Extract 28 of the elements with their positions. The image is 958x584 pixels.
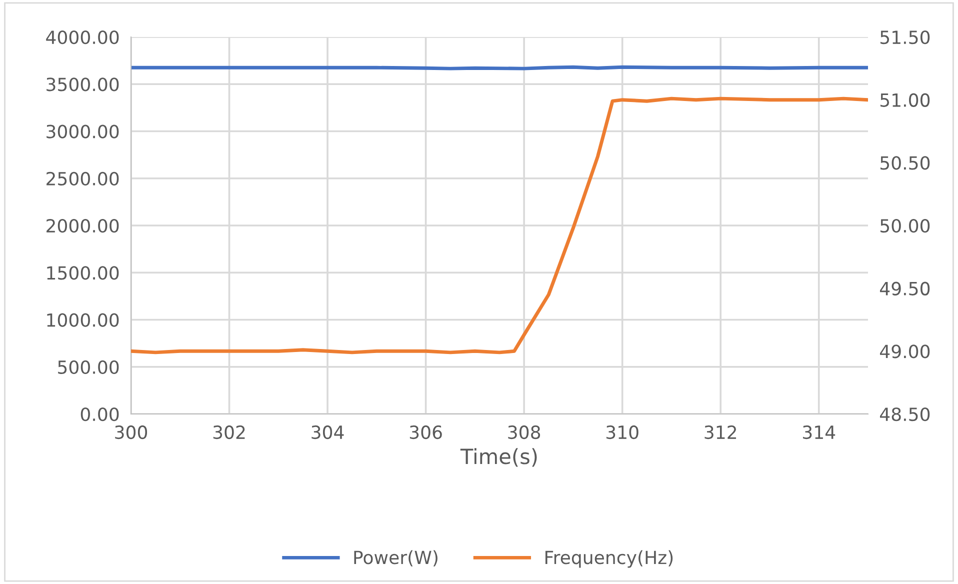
y-tick-label: 2000.00 xyxy=(46,218,119,233)
y-tick-label: 2500.00 xyxy=(46,172,119,186)
y-tick-label: 1000.00 xyxy=(47,313,119,327)
x-tick-label: 306 xyxy=(410,425,442,440)
x-tick-label: 314 xyxy=(803,425,836,440)
x-tick-label: 312 xyxy=(704,425,736,440)
y-tick-label: 3500.00 xyxy=(46,78,119,92)
legend-label: Power(W) xyxy=(354,550,438,566)
y2-tick-label: 49.00 xyxy=(880,344,930,358)
y2-tick-label: 49.50 xyxy=(880,282,930,296)
y2-tick-label: 48.50 xyxy=(880,407,930,422)
x-tick-label: 300 xyxy=(115,425,148,440)
y-tick-label: 3000.00 xyxy=(46,124,119,138)
line-series xyxy=(131,96,868,354)
y2-tick-label: 50.50 xyxy=(880,156,930,170)
legend-label: Frequency(Hz) xyxy=(545,550,673,568)
y2-tick-label: 51.00 xyxy=(880,93,930,107)
x-tick-label: 304 xyxy=(312,425,344,440)
y-tick-label: 500.00 xyxy=(58,360,119,374)
y-tick-label: 0.00 xyxy=(80,407,119,422)
y2-tick-label: 51.50 xyxy=(880,30,930,44)
y-tick-label: 1500.00 xyxy=(47,266,119,280)
y2-tick-label: 50.00 xyxy=(880,218,930,233)
x-tick-label: 302 xyxy=(213,425,245,440)
x-axis-title: Time(s) xyxy=(460,448,537,467)
x-tick-label: 308 xyxy=(508,425,540,440)
y-tick-label: 4000.00 xyxy=(46,30,119,44)
x-tick-label: 310 xyxy=(606,425,638,440)
